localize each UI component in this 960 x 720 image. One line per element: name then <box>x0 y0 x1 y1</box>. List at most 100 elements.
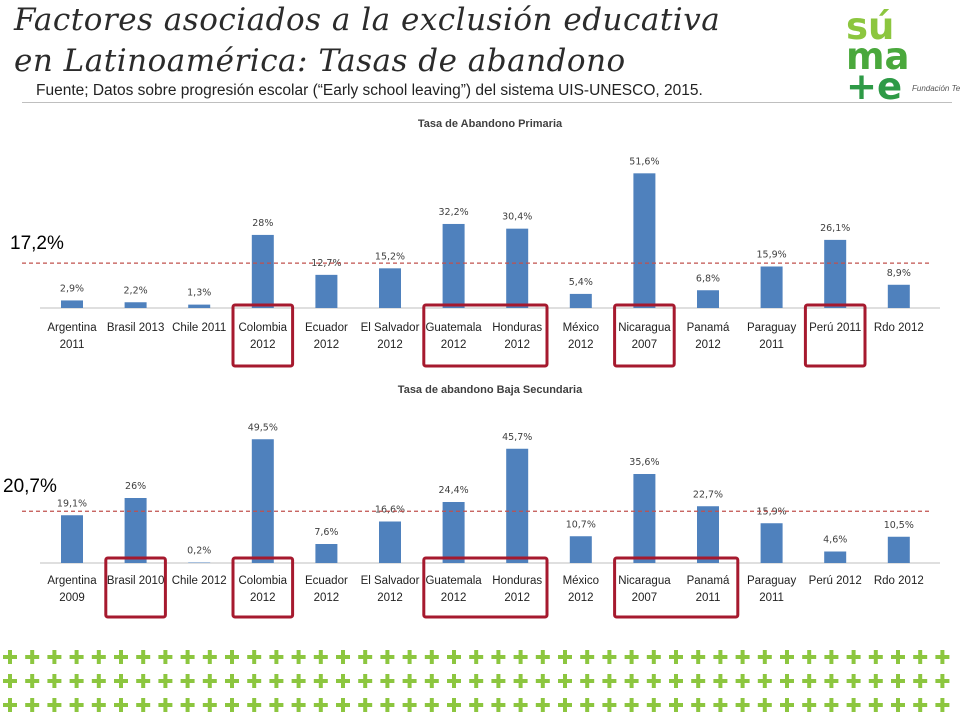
data-label: 35,6% <box>629 457 659 468</box>
plus-icon <box>291 698 306 712</box>
data-label: 28% <box>252 218 273 229</box>
category-label: 2011 <box>60 339 85 351</box>
data-label: 4,6% <box>823 535 847 546</box>
plus-icon <box>780 674 794 688</box>
plus-icon <box>469 650 484 664</box>
plus-icon <box>136 698 151 712</box>
plus-icon <box>669 698 683 712</box>
category-label: 2012 <box>377 592 403 604</box>
plus-icon <box>180 650 195 664</box>
plus-icon <box>802 650 817 664</box>
category-label: El Salvador <box>361 322 420 334</box>
plus-icon <box>713 650 728 664</box>
plus-icon <box>358 674 373 688</box>
plus-icon <box>158 650 173 664</box>
plus-icon <box>47 674 62 688</box>
sumate-logo: sú ma +e Fundación Telefónica <box>846 6 960 105</box>
category-label: Perú 2011 <box>809 322 861 334</box>
plus-icon <box>624 674 639 688</box>
highlight-box <box>422 303 549 368</box>
bar <box>824 239 847 308</box>
plus-icon <box>447 698 461 712</box>
plus-icon <box>824 698 839 712</box>
category-label: 2012 <box>504 339 530 351</box>
average-reference-label: 17,2% <box>10 233 64 254</box>
plus-icon <box>891 698 905 712</box>
plus-icon <box>136 674 151 688</box>
plus-icon <box>313 674 328 688</box>
plus-icon <box>47 698 62 712</box>
plus-icon <box>757 650 772 664</box>
category-label: 2011 <box>759 339 784 351</box>
category-label: Chile 2011 <box>172 322 226 334</box>
plus-icon <box>447 674 461 688</box>
category-label: Guatemala <box>425 322 482 334</box>
data-label: 15,9% <box>757 250 787 261</box>
plus-icon <box>380 698 395 712</box>
plus-icon <box>114 650 128 664</box>
bar <box>124 302 147 308</box>
plus-icon <box>247 650 262 664</box>
plus-icon <box>824 674 839 688</box>
category-label: 2012 <box>250 339 276 351</box>
plus-icon <box>691 650 706 664</box>
plus-icon <box>269 674 284 688</box>
category-label: Perú 2012 <box>809 575 862 587</box>
plus-icon <box>3 698 17 712</box>
bar <box>569 536 592 563</box>
plus-icon <box>868 650 883 664</box>
plus-icon <box>402 698 417 712</box>
bar <box>379 268 401 308</box>
category-label: Paraguay <box>747 575 796 587</box>
category-label: 2011 <box>759 592 784 604</box>
bar <box>506 448 529 563</box>
category-label: 2012 <box>568 592 594 604</box>
plus-icon <box>47 650 62 664</box>
plus-icon <box>202 674 217 688</box>
plus-icon <box>180 698 195 712</box>
plus-icon <box>91 674 106 688</box>
plus-icon <box>602 650 617 664</box>
plus-icon <box>580 674 595 688</box>
bar <box>506 228 529 308</box>
plus-icon <box>491 650 506 664</box>
chart-title: Tasa de Abandono Primaria <box>418 118 563 130</box>
category-label: Panamá <box>687 575 730 587</box>
logo-brand: Fundación Telefónica <box>912 84 960 93</box>
category-label: Ecuador <box>305 575 348 587</box>
plus-icon <box>580 698 595 712</box>
plus-icon <box>158 698 173 712</box>
plus-icon <box>114 674 128 688</box>
plus-icon <box>380 674 395 688</box>
plus-icon <box>202 650 217 664</box>
plus-icon <box>269 650 284 664</box>
highlight-box <box>803 303 867 368</box>
plus-icon <box>735 698 750 712</box>
bar <box>442 502 465 563</box>
plus-icon <box>868 698 883 712</box>
plus-icon <box>25 698 40 712</box>
plus-icon <box>824 650 839 664</box>
data-label: 26,1% <box>820 223 850 234</box>
bar <box>251 439 274 563</box>
plus-icon <box>802 698 817 712</box>
plus-icon <box>25 650 40 664</box>
plus-icon <box>535 674 550 688</box>
category-label: 2012 <box>314 592 340 604</box>
bar <box>824 551 847 563</box>
data-label: 22,7% <box>693 489 723 500</box>
plus-icon <box>558 650 572 664</box>
category-label: Honduras <box>492 575 542 587</box>
data-label: 7,6% <box>314 527 338 538</box>
plus-icon <box>913 650 928 664</box>
plus-icon <box>757 698 772 712</box>
category-label: 2012 <box>314 339 340 351</box>
bar <box>697 506 719 563</box>
category-label: Argentina <box>47 575 97 587</box>
plus-icon <box>225 650 239 664</box>
bar <box>61 300 83 308</box>
plus-icon <box>424 674 439 688</box>
plus-icon <box>846 650 861 664</box>
plus-icon <box>846 698 861 712</box>
data-label: 8,9% <box>887 268 911 279</box>
